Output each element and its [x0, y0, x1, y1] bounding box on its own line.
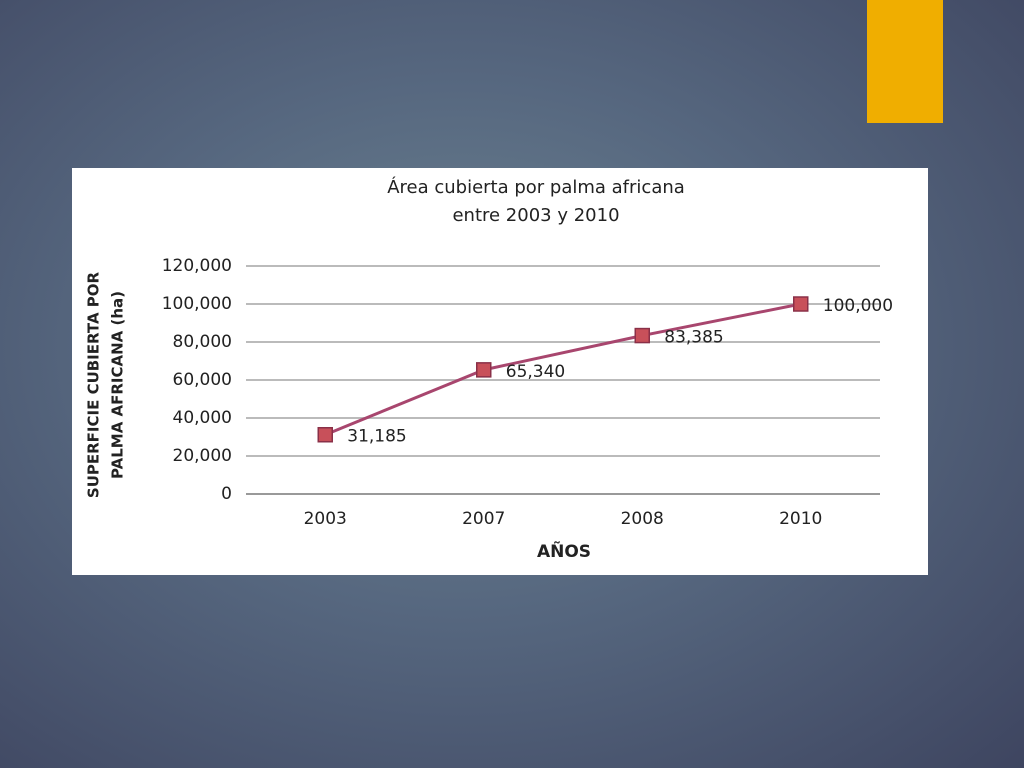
data-label: 100,000 — [823, 296, 893, 316]
x-tick-label: 2008 — [621, 509, 664, 529]
data-marker — [317, 426, 333, 443]
y-tick-label: 100,000 — [162, 294, 232, 314]
chart-panel — [72, 168, 928, 575]
chart-title: entre 2003 y 2010 — [452, 205, 619, 226]
chart-title: Área cubierta por palma africana — [387, 176, 685, 198]
y-tick-label: 20,000 — [173, 446, 232, 466]
data-label: 31,185 — [347, 427, 406, 447]
y-axis-label: SUPERFICIE CUBIERTA POR — [85, 271, 103, 498]
x-tick-label: 2010 — [779, 509, 822, 529]
data-marker — [634, 327, 650, 344]
data-label: 65,340 — [506, 362, 565, 382]
x-axis-label: AÑOS — [537, 539, 591, 562]
y-tick-label: 0 — [221, 484, 232, 504]
y-tick-label: 120,000 — [162, 256, 232, 276]
y-tick-label: 40,000 — [173, 408, 232, 428]
x-tick-label: 2007 — [462, 509, 505, 529]
data-marker — [793, 296, 809, 312]
data-marker — [476, 362, 492, 378]
data-label: 83,385 — [664, 328, 723, 348]
x-tick-label: 2003 — [304, 509, 347, 529]
y-tick-label: 80,000 — [173, 332, 232, 352]
accent-block — [867, 0, 943, 123]
y-tick-label: 60,000 — [173, 370, 232, 390]
data-line — [324, 302, 802, 437]
y-axis-label: PALMA AFRICANA (ha) — [109, 291, 127, 479]
